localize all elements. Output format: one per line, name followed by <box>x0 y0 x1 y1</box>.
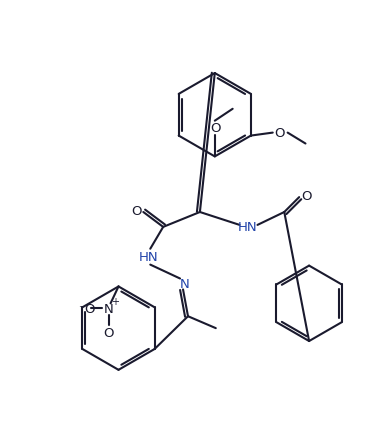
Text: N: N <box>180 277 190 290</box>
Text: HN: HN <box>138 250 158 264</box>
Text: O: O <box>274 127 285 140</box>
Text: O: O <box>210 122 221 135</box>
Text: HN: HN <box>238 221 257 234</box>
Text: N: N <box>104 302 114 315</box>
Text: O: O <box>131 204 142 217</box>
Text: ⁻O: ⁻O <box>78 302 96 315</box>
Text: +: + <box>111 296 118 307</box>
Text: O: O <box>104 326 114 339</box>
Text: O: O <box>301 189 311 202</box>
